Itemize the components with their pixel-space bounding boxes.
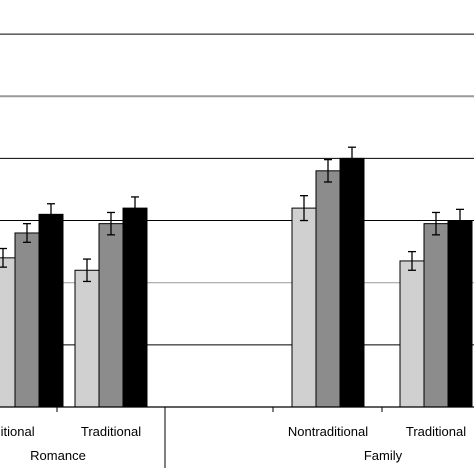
bar-series3-category2 bbox=[122, 207, 148, 408]
error-bars bbox=[0, 146, 464, 283]
bar-series3-category1 bbox=[38, 213, 64, 408]
x-tick-label-family-nontraditional: Nontraditional bbox=[288, 424, 368, 439]
bar-series1-category3 bbox=[291, 207, 317, 408]
bar-series1-category1 bbox=[0, 257, 16, 408]
bar-series3-category3 bbox=[339, 157, 365, 408]
group-label-romance: Romance bbox=[30, 448, 86, 463]
bar-series2-category3 bbox=[315, 170, 341, 408]
bar-series1-category2 bbox=[74, 269, 100, 408]
bar-series2-category4 bbox=[423, 223, 449, 408]
x-tick-label-family-traditional: Traditional bbox=[406, 424, 466, 439]
bar-series2-category2 bbox=[98, 223, 124, 408]
x-tick-label-romance-nontraditional: ditional bbox=[0, 424, 35, 439]
x-tick-label-romance-traditional: Traditional bbox=[81, 424, 141, 439]
bar-series3-category4 bbox=[447, 220, 473, 408]
bar-series1-category4 bbox=[399, 260, 425, 408]
bar-series2-category1 bbox=[14, 232, 40, 408]
group-label-family: Family bbox=[364, 448, 403, 463]
x-axis bbox=[0, 406, 474, 468]
bars bbox=[0, 157, 473, 408]
